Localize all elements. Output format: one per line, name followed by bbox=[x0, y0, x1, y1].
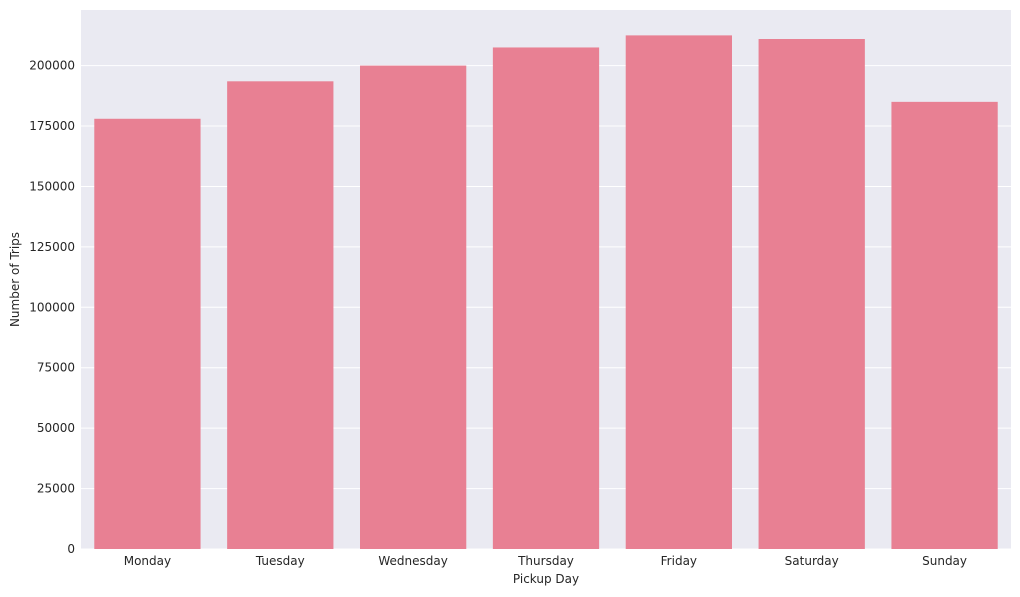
y-tick-label: 125000 bbox=[29, 240, 75, 254]
bar-saturday bbox=[758, 39, 865, 549]
y-tick-label: 50000 bbox=[37, 421, 75, 435]
y-axis-ticks: 0 25000 50000 75000 100000 125000 150000 175000… bbox=[29, 59, 75, 556]
x-tick-label: Saturday bbox=[785, 554, 839, 568]
bar-wednesday bbox=[360, 65, 467, 550]
x-tick-label: Tuesday bbox=[255, 554, 305, 568]
y-tick-label: 25000 bbox=[37, 482, 75, 496]
y-tick-label: 100000 bbox=[29, 300, 75, 314]
y-tick-label: 75000 bbox=[37, 361, 75, 375]
bar-tuesday bbox=[227, 81, 334, 550]
x-tick-label: Thursday bbox=[517, 554, 574, 568]
y-axis-title: Number of Trips bbox=[8, 232, 22, 327]
x-tick-label: Friday bbox=[661, 554, 697, 568]
y-tick-label: 150000 bbox=[29, 179, 75, 193]
bar-sunday bbox=[891, 101, 998, 549]
x-axis-title: Pickup Day bbox=[513, 572, 579, 586]
bar-thursday bbox=[492, 47, 600, 550]
y-tick-label: 175000 bbox=[29, 119, 75, 133]
bar-monday bbox=[94, 118, 201, 549]
x-tick-label: Sunday bbox=[922, 554, 967, 568]
y-tick-label: 200000 bbox=[29, 59, 75, 73]
x-tick-label: Wednesday bbox=[378, 554, 447, 568]
x-tick-label: Monday bbox=[124, 554, 171, 568]
bar-friday bbox=[625, 35, 732, 550]
x-axis-ticks: Monday Tuesday Wednesday Thursday Friday Satu… bbox=[124, 554, 967, 568]
bars bbox=[94, 35, 998, 550]
y-tick-label: 0 bbox=[67, 542, 75, 556]
